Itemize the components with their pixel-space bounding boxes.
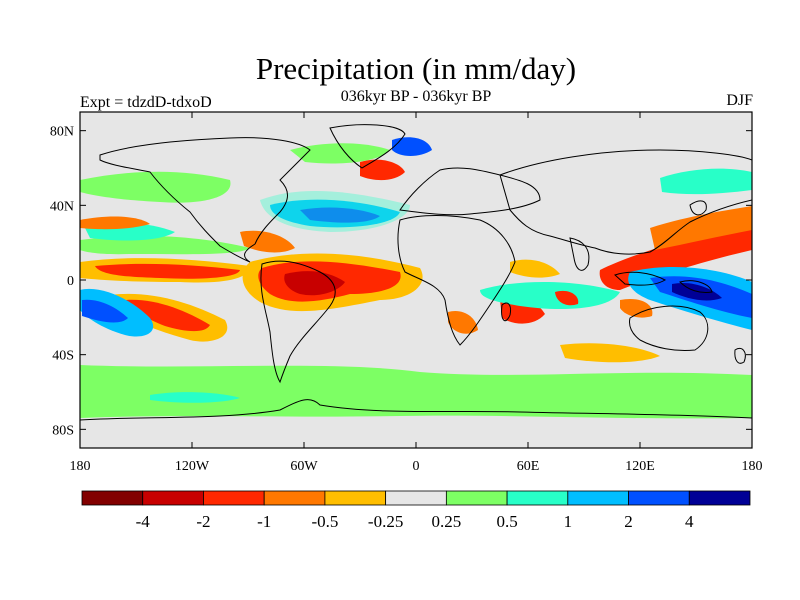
africa-coast xyxy=(397,215,516,346)
chart-subtitle: 036kyr BP - 036kyr BP xyxy=(340,88,492,105)
colorbar-swatch xyxy=(203,490,265,506)
y-tick-label: 80S xyxy=(52,423,74,438)
nw-pacific-negative xyxy=(650,206,752,250)
colorbar-label: -2 xyxy=(196,512,210,531)
arctic-green xyxy=(290,143,390,164)
x-tick-label: 120E xyxy=(625,459,655,474)
brazil-negative-peak xyxy=(284,271,345,296)
colorbar-swatch xyxy=(628,490,690,506)
greenland-negative xyxy=(360,159,405,181)
madagascar-coast xyxy=(501,302,511,322)
colorbar-swatch xyxy=(688,490,751,506)
antarctica-coast xyxy=(80,399,752,421)
east-africa-negative xyxy=(510,259,560,278)
southern-africa-negative xyxy=(448,310,478,334)
greenland-coast xyxy=(329,124,406,169)
colorbar-swatch xyxy=(263,490,326,506)
north-america-coast xyxy=(99,137,311,263)
australia-negative xyxy=(620,298,653,318)
north-atlantic-positive-core xyxy=(300,207,380,223)
equatorial-pacific-negative-core xyxy=(95,263,240,279)
colorbar-swatch xyxy=(506,490,569,506)
south-pacific-positive-core xyxy=(82,299,128,323)
colorbar-swatch xyxy=(324,490,387,506)
y-axis: 80N 40N 0 40S 80S xyxy=(50,125,752,438)
colorbar-label: -4 xyxy=(136,512,151,531)
asia-coast xyxy=(499,149,752,255)
y-tick-label: 40S xyxy=(52,349,74,364)
x-tick-label: 60W xyxy=(290,459,318,474)
south-america-coast xyxy=(260,260,336,384)
colorbar-swatch xyxy=(385,490,447,506)
x-tick-label: 180 xyxy=(70,459,91,474)
indian-ocean-negative xyxy=(555,290,579,306)
colorbar-label: -0.5 xyxy=(311,512,338,531)
colorbar-label: -0.25 xyxy=(368,512,403,531)
colorbar-label: 2 xyxy=(624,512,633,531)
colorbar-label: 4 xyxy=(685,512,694,531)
australia-coast xyxy=(629,305,709,351)
experiment-label: Expt = tdzdD-tdxoD xyxy=(80,94,212,111)
southern-ocean-positive-band xyxy=(80,365,752,419)
x-tick-label: 120W xyxy=(175,459,210,474)
anomaly-field xyxy=(80,137,752,419)
colorbar-label: -1 xyxy=(257,512,271,531)
south-pacific-negative-core xyxy=(125,299,210,332)
chart-title: Precipitation (in mm/day) xyxy=(255,51,577,86)
iceland-positive xyxy=(392,137,432,156)
coastlines xyxy=(80,124,752,421)
colorbar-swatch xyxy=(445,490,508,506)
japan-coast xyxy=(689,200,707,216)
south-indian-ocean-negative xyxy=(560,343,660,363)
y-tick-label: 80N xyxy=(50,125,74,140)
california-negative xyxy=(80,216,150,230)
colorbar: -4 -2 -1 -0.5 -0.25 0.25 0.5 1 2 4 xyxy=(81,490,751,531)
europe-coast xyxy=(399,167,541,216)
new-zealand-coast xyxy=(734,347,746,364)
y-tick-label: 0 xyxy=(67,274,74,289)
north-atlantic-teal xyxy=(260,190,410,232)
north-pacific-teal-east xyxy=(660,168,752,195)
colorbar-label: 0.25 xyxy=(431,512,461,531)
indonesia-coast xyxy=(614,271,713,293)
season-label: DJF xyxy=(726,92,753,109)
gulf-negative xyxy=(240,230,295,253)
x-tick-label: 60E xyxy=(517,459,540,474)
indian-ocean-teal xyxy=(480,281,620,310)
colorbar-label: 0.5 xyxy=(496,512,517,531)
colorbar-label: 1 xyxy=(564,512,573,531)
southern-ocean-teal-patch xyxy=(150,392,240,403)
x-axis: 180 120W 60W 0 60E 120E 180 xyxy=(70,112,763,474)
colorbar-swatch xyxy=(81,490,144,506)
x-tick-label: 0 xyxy=(413,459,420,474)
y-tick-label: 40N xyxy=(50,199,74,214)
colorbar-swatch xyxy=(567,490,629,506)
india-coast xyxy=(569,237,590,271)
x-tick-label: 180 xyxy=(742,459,763,474)
north-pacific-positive xyxy=(80,171,231,203)
colorbar-swatch xyxy=(142,490,204,506)
